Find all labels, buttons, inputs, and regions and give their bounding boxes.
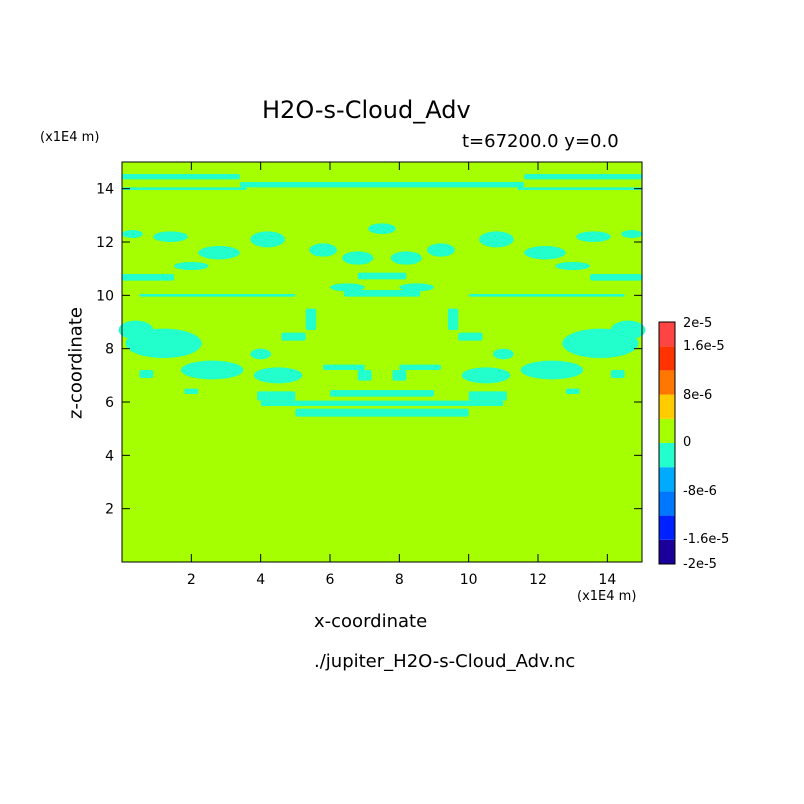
anomaly-blob-26 xyxy=(492,348,514,360)
anomaly-band-4 xyxy=(517,187,642,190)
colorbar-label-4: -8e-6 xyxy=(683,484,717,499)
anomaly-band-6 xyxy=(590,274,642,281)
anomaly-band-14 xyxy=(257,391,296,401)
anomaly-band-9 xyxy=(343,290,421,297)
anomaly-band-7 xyxy=(139,294,296,297)
anomaly-blob-22 xyxy=(621,230,642,238)
x-tick-label-2: 2 xyxy=(187,572,196,588)
y-tick-label-8: 8 xyxy=(105,342,114,358)
y-unit-label: (x1E4 m) xyxy=(40,130,100,145)
anomaly-band-12 xyxy=(295,408,469,417)
colorbar-level-6 xyxy=(659,394,675,419)
colorbar-level-1 xyxy=(659,515,675,540)
anomaly-blob-14 xyxy=(309,243,337,257)
anomaly-band-21 xyxy=(399,364,441,370)
anomaly-blob-20 xyxy=(555,262,591,270)
colorbar: 2e-5 1.6e-5 8e-6 0 -8e-6 -1.6e-5 -2e-5 xyxy=(658,316,729,572)
anomaly-blob-5 xyxy=(520,360,584,380)
colorbar-level-5 xyxy=(659,418,675,443)
anomaly-band-18 xyxy=(305,308,317,330)
y-axis-label: z-coordinate xyxy=(65,307,87,419)
colorbar-label-2: 8e-6 xyxy=(683,388,712,403)
y-tick-label-12: 12 xyxy=(96,235,114,251)
x-unit-label: (x1E4 m) xyxy=(577,589,637,604)
y-tick-label-10: 10 xyxy=(96,288,114,304)
x-axis-label: x-coordinate xyxy=(314,611,428,632)
anomaly-band-10 xyxy=(357,272,407,280)
colorbar-label-6: -2e-5 xyxy=(683,557,717,572)
colorbar-level-2 xyxy=(659,491,675,516)
x-tick-label-12: 12 xyxy=(529,572,547,588)
y-tick-label-6: 6 xyxy=(105,395,114,411)
y-tick-label-14: 14 xyxy=(96,182,114,198)
colorbar-label-5: -1.6e-5 xyxy=(683,532,729,547)
anomaly-band-17 xyxy=(458,332,483,341)
plot-frame xyxy=(121,161,643,563)
colorbar-frame xyxy=(658,321,676,565)
colorbar-level-8 xyxy=(659,346,675,371)
x-tick-label-10: 10 xyxy=(460,572,478,588)
chart-title: H2O-s-Cloud_Adv xyxy=(262,96,471,124)
colorbar-level-9 xyxy=(659,322,675,347)
anomaly-blob-10 xyxy=(198,246,240,260)
anomaly-band-16 xyxy=(281,332,306,341)
anomaly-band-23 xyxy=(392,370,407,381)
anomaly-blob-19 xyxy=(174,262,209,270)
anomaly-blob-24 xyxy=(399,283,434,292)
anomaly-band-11 xyxy=(330,390,434,397)
anomaly-band-27 xyxy=(565,388,580,394)
anomaly-blob-25 xyxy=(250,348,272,360)
x-tick-label-6: 6 xyxy=(326,572,335,588)
anomaly-blob-12 xyxy=(250,231,285,248)
anomaly-blob-7 xyxy=(461,367,511,384)
file-footnote: ./jupiter_H2O-s-Cloud_Adv.nc xyxy=(314,651,576,672)
colorbar-level-4 xyxy=(659,443,675,468)
anomaly-blob-21 xyxy=(121,230,143,238)
colorbar-label-0: 2e-5 xyxy=(683,316,712,331)
tick-layer: 2 4 6 8 10 12 14 2 4 6 8 10 12 14 xyxy=(96,162,642,588)
y-tick-label-2: 2 xyxy=(105,502,114,518)
anomaly-blob-2 xyxy=(118,320,154,340)
anomaly-blob-18 xyxy=(368,223,396,235)
colorbar-level-0 xyxy=(659,539,675,564)
field-layer xyxy=(118,162,646,562)
anomaly-band-8 xyxy=(468,294,625,297)
anomaly-band-3 xyxy=(122,187,247,190)
anomaly-band-24 xyxy=(139,370,154,378)
colorbar-level-7 xyxy=(659,370,675,395)
anomaly-blob-16 xyxy=(342,251,374,265)
anomaly-band-0 xyxy=(122,174,240,180)
anomaly-band-25 xyxy=(610,370,625,378)
chart-subtitle: t=67200.0 y=0.0 xyxy=(462,131,619,152)
anomaly-blob-9 xyxy=(576,231,611,243)
anomaly-band-20 xyxy=(323,364,365,370)
colorbar-label-1: 1.6e-5 xyxy=(683,339,725,354)
anomaly-blob-11 xyxy=(524,246,566,260)
anomaly-band-2 xyxy=(239,182,525,188)
anomaly-band-1 xyxy=(524,174,642,180)
anomaly-blob-3 xyxy=(610,320,646,340)
colorbar-level-3 xyxy=(659,467,675,492)
y-tick-label-4: 4 xyxy=(105,448,114,464)
anomaly-blob-23 xyxy=(330,283,365,292)
x-tick-label-8: 8 xyxy=(395,572,404,588)
x-tick-label-14: 14 xyxy=(598,572,616,588)
anomaly-band-22 xyxy=(357,370,372,381)
anomaly-blob-15 xyxy=(427,243,455,257)
anomaly-band-15 xyxy=(468,391,507,401)
anomaly-band-5 xyxy=(122,274,174,281)
anomaly-band-19 xyxy=(447,308,459,330)
anomaly-band-13 xyxy=(260,400,504,406)
x-tick-label-4: 4 xyxy=(256,572,265,588)
anomaly-blob-8 xyxy=(153,231,188,243)
anomaly-blob-6 xyxy=(253,367,303,384)
anomaly-band-26 xyxy=(184,388,199,394)
anomaly-blob-4 xyxy=(180,360,244,380)
anomaly-blob-17 xyxy=(390,251,422,265)
colorbar-label-3: 0 xyxy=(683,435,691,450)
anomaly-blob-13 xyxy=(479,231,514,248)
